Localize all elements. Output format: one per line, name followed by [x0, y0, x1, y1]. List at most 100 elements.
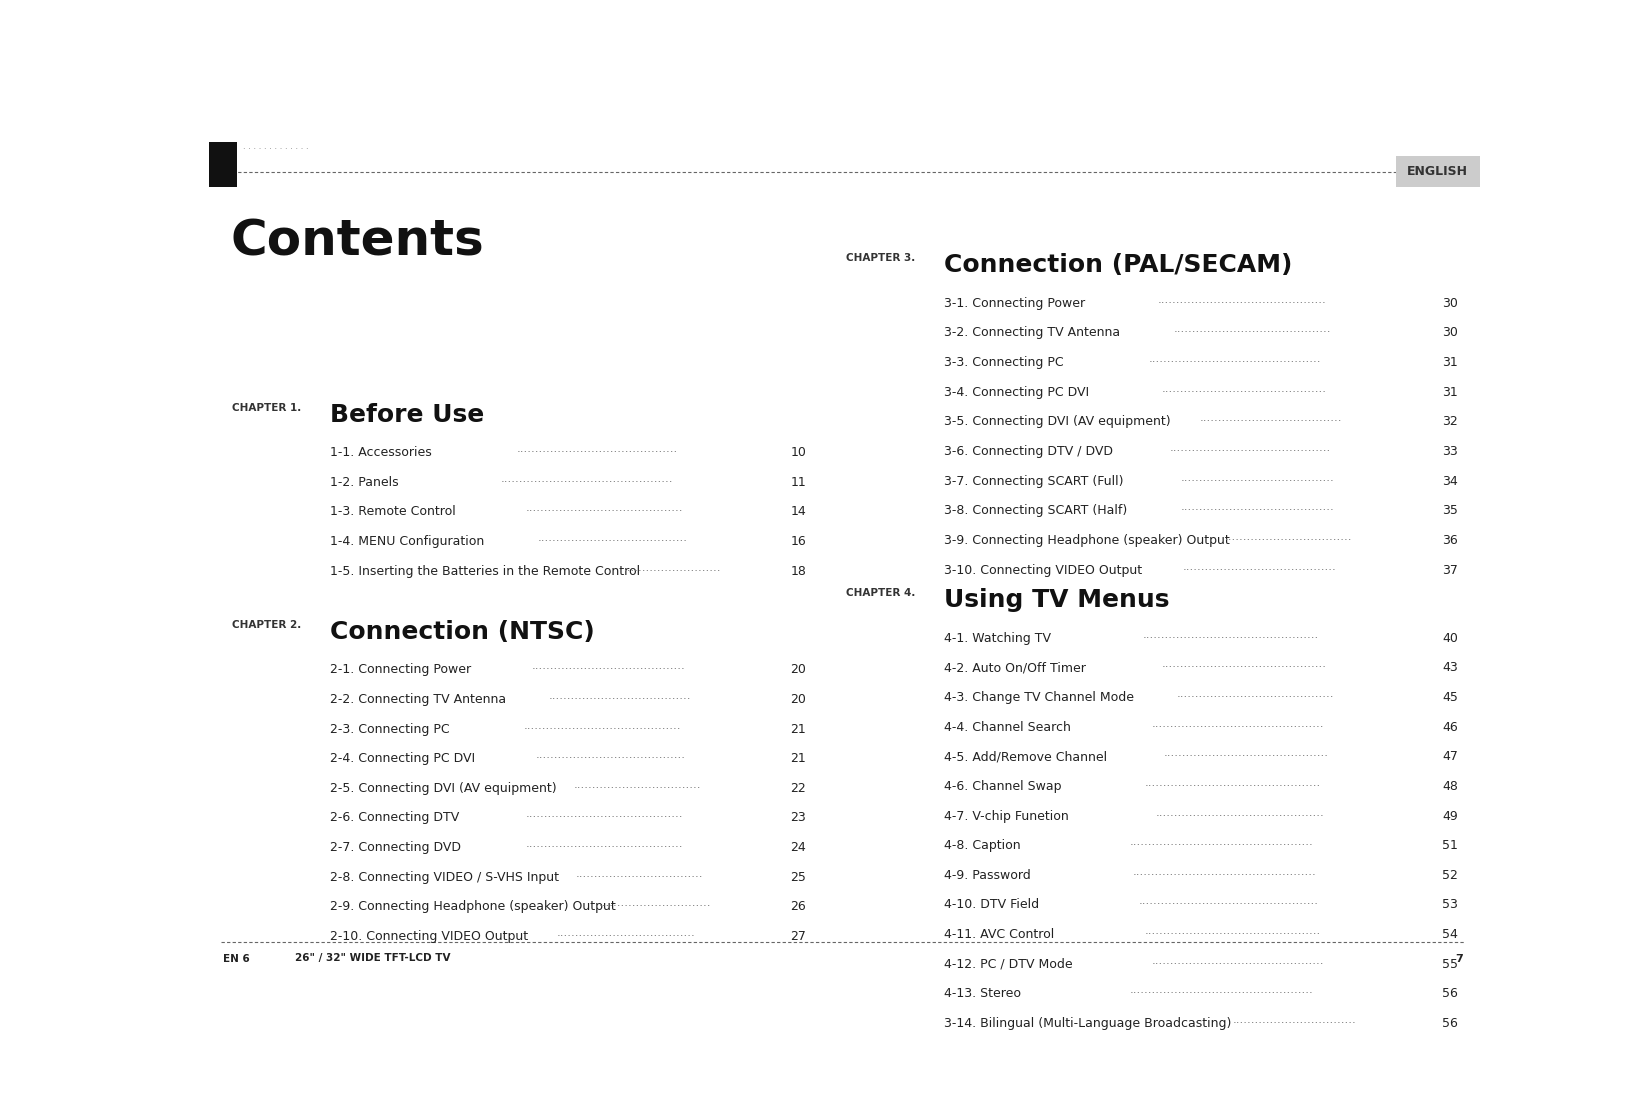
FancyBboxPatch shape: [209, 142, 237, 187]
Text: Before Use: Before Use: [329, 402, 483, 426]
Text: 2-10. Connecting VIDEO Output: 2-10. Connecting VIDEO Output: [329, 931, 528, 943]
Text: 4-10. DTV Field: 4-10. DTV Field: [944, 899, 1039, 912]
Text: ···········································: ········································…: [1171, 445, 1332, 458]
Text: EN 6: EN 6: [222, 954, 250, 963]
Text: 3-4. Connecting PC DVI: 3-4. Connecting PC DVI: [944, 386, 1090, 399]
Text: ··········································: ········································…: [523, 722, 681, 735]
Text: 1-4. MENU Configuration: 1-4. MENU Configuration: [329, 535, 483, 548]
Text: ··········································: ········································…: [526, 811, 684, 824]
Text: 34: 34: [1442, 475, 1458, 488]
Text: 31: 31: [1442, 386, 1458, 399]
Text: 4-6. Channel Swap: 4-6. Channel Swap: [944, 780, 1062, 792]
Text: 2-8. Connecting VIDEO / S-VHS Input: 2-8. Connecting VIDEO / S-VHS Input: [329, 870, 559, 883]
Text: 2-1. Connecting Power: 2-1. Connecting Power: [329, 663, 470, 676]
Text: 48: 48: [1442, 780, 1458, 792]
Text: 43: 43: [1442, 661, 1458, 674]
Text: 4-13. Stereo: 4-13. Stereo: [944, 987, 1021, 1001]
Text: 23: 23: [791, 811, 806, 824]
Text: CHAPTER 4.: CHAPTER 4.: [847, 589, 916, 598]
Text: 1-3. Remote Control: 1-3. Remote Control: [329, 505, 455, 518]
Text: 30: 30: [1442, 297, 1458, 310]
Text: Using TV Menus: Using TV Menus: [944, 589, 1169, 613]
Text: 3-3. Connecting PC: 3-3. Connecting PC: [944, 356, 1064, 369]
Text: ··········································: ········································…: [526, 841, 684, 854]
Text: 27: 27: [791, 931, 806, 943]
Text: 56: 56: [1442, 987, 1458, 1001]
Text: 40: 40: [1442, 631, 1458, 644]
Text: 3-14. Bilingual (Multi-Language Broadcasting): 3-14. Bilingual (Multi-Language Broadcas…: [944, 1017, 1231, 1030]
Text: 7: 7: [1455, 954, 1463, 963]
Text: 3-6. Connecting DTV / DVD: 3-6. Connecting DTV / DVD: [944, 445, 1113, 458]
Text: 36: 36: [1442, 534, 1458, 547]
Text: ···········································: ········································…: [518, 446, 679, 459]
Text: ············································: ········································…: [1164, 751, 1328, 763]
Text: ············································: ········································…: [1162, 661, 1327, 674]
Text: 3-8. Connecting SCART (Half): 3-8. Connecting SCART (Half): [944, 504, 1128, 517]
Text: 3-7. Connecting SCART (Full): 3-7. Connecting SCART (Full): [944, 475, 1123, 488]
Text: 52: 52: [1442, 869, 1458, 882]
Text: ··································: ··································: [575, 870, 704, 883]
Text: ··································: ··································: [574, 781, 702, 795]
Text: ···············································: ········································…: [1143, 631, 1318, 644]
Text: 2-7. Connecting DVD: 2-7. Connecting DVD: [329, 841, 460, 854]
Text: 56: 56: [1442, 1017, 1458, 1030]
Text: ··································: ··································: [1225, 534, 1351, 547]
Text: 4-12. PC / DTV Mode: 4-12. PC / DTV Mode: [944, 958, 1072, 971]
Text: 55: 55: [1442, 958, 1458, 971]
Text: ···············································: ········································…: [1144, 780, 1322, 792]
Text: 33: 33: [1442, 445, 1458, 458]
Text: 4-3. Change TV Channel Mode: 4-3. Change TV Channel Mode: [944, 690, 1134, 704]
Text: 22: 22: [791, 781, 806, 795]
Text: 20: 20: [791, 693, 806, 706]
Text: 2-3. Connecting PC: 2-3. Connecting PC: [329, 722, 449, 735]
Text: ··························: ··························: [625, 564, 722, 578]
Text: ··········································: ········································…: [526, 505, 684, 518]
Text: 54: 54: [1442, 928, 1458, 941]
Text: CHAPTER 3.: CHAPTER 3.: [847, 253, 916, 263]
Text: 16: 16: [791, 535, 806, 548]
Text: 51: 51: [1442, 840, 1458, 853]
Text: 4-4. Channel Search: 4-4. Channel Search: [944, 720, 1070, 733]
Text: Connection (PAL/SECAM): Connection (PAL/SECAM): [944, 253, 1292, 277]
Text: ······························: ······························: [598, 901, 712, 913]
Text: ·········································: ········································…: [1180, 504, 1335, 517]
Text: ··········································: ········································…: [1174, 327, 1332, 340]
Text: ······································: ······································: [1200, 415, 1342, 429]
Text: ··············································: ········································…: [1149, 356, 1322, 369]
Text: 25: 25: [791, 870, 806, 883]
Text: ··········································: ········································…: [1177, 690, 1333, 704]
Text: 4-5. Add/Remove Channel: 4-5. Add/Remove Channel: [944, 751, 1106, 763]
Text: ·················································: ········································…: [1129, 840, 1314, 853]
Text: 1-1. Accessories: 1-1. Accessories: [329, 446, 431, 459]
Text: 49: 49: [1442, 810, 1458, 823]
Text: 21: 21: [791, 722, 806, 735]
Text: 20: 20: [791, 663, 806, 676]
Text: 11: 11: [791, 476, 806, 489]
Text: ················································: ········································…: [1139, 899, 1318, 912]
Text: 47: 47: [1442, 751, 1458, 763]
Text: ·················································: ········································…: [1129, 987, 1314, 1001]
Text: ·············································: ········································…: [1157, 297, 1327, 310]
Text: 4-8. Caption: 4-8. Caption: [944, 840, 1021, 853]
Text: CHAPTER 2.: CHAPTER 2.: [232, 619, 301, 630]
Text: ·········································: ········································…: [1180, 475, 1335, 488]
Text: ·····································: ·····································: [557, 931, 695, 943]
Text: 14: 14: [791, 505, 806, 518]
Text: ·············································: ········································…: [1156, 810, 1323, 823]
Text: 37: 37: [1442, 563, 1458, 576]
Text: ·········································: ········································…: [1182, 563, 1337, 576]
Text: 4-7. V-chip Funetion: 4-7. V-chip Funetion: [944, 810, 1069, 823]
Text: 1-5. Inserting the Batteries in the Remote Control: 1-5. Inserting the Batteries in the Remo…: [329, 564, 640, 578]
Text: 10: 10: [791, 446, 806, 459]
Text: 35: 35: [1442, 504, 1458, 517]
Text: 3-2. Connecting TV Antenna: 3-2. Connecting TV Antenna: [944, 327, 1120, 340]
Text: ··············································: ········································…: [500, 476, 672, 489]
Text: ·················································: ········································…: [1133, 869, 1317, 882]
Text: 32: 32: [1442, 415, 1458, 429]
Text: 2-9. Connecting Headphone (speaker) Output: 2-9. Connecting Headphone (speaker) Outp…: [329, 901, 615, 913]
Text: . . . . . . . . . . . . .: . . . . . . . . . . . . .: [243, 142, 309, 151]
Text: 2-5. Connecting DVI (AV equipment): 2-5. Connecting DVI (AV equipment): [329, 781, 556, 795]
Text: 30: 30: [1442, 327, 1458, 340]
Text: Contents: Contents: [230, 218, 483, 265]
Text: ······································: ······································: [549, 693, 690, 706]
